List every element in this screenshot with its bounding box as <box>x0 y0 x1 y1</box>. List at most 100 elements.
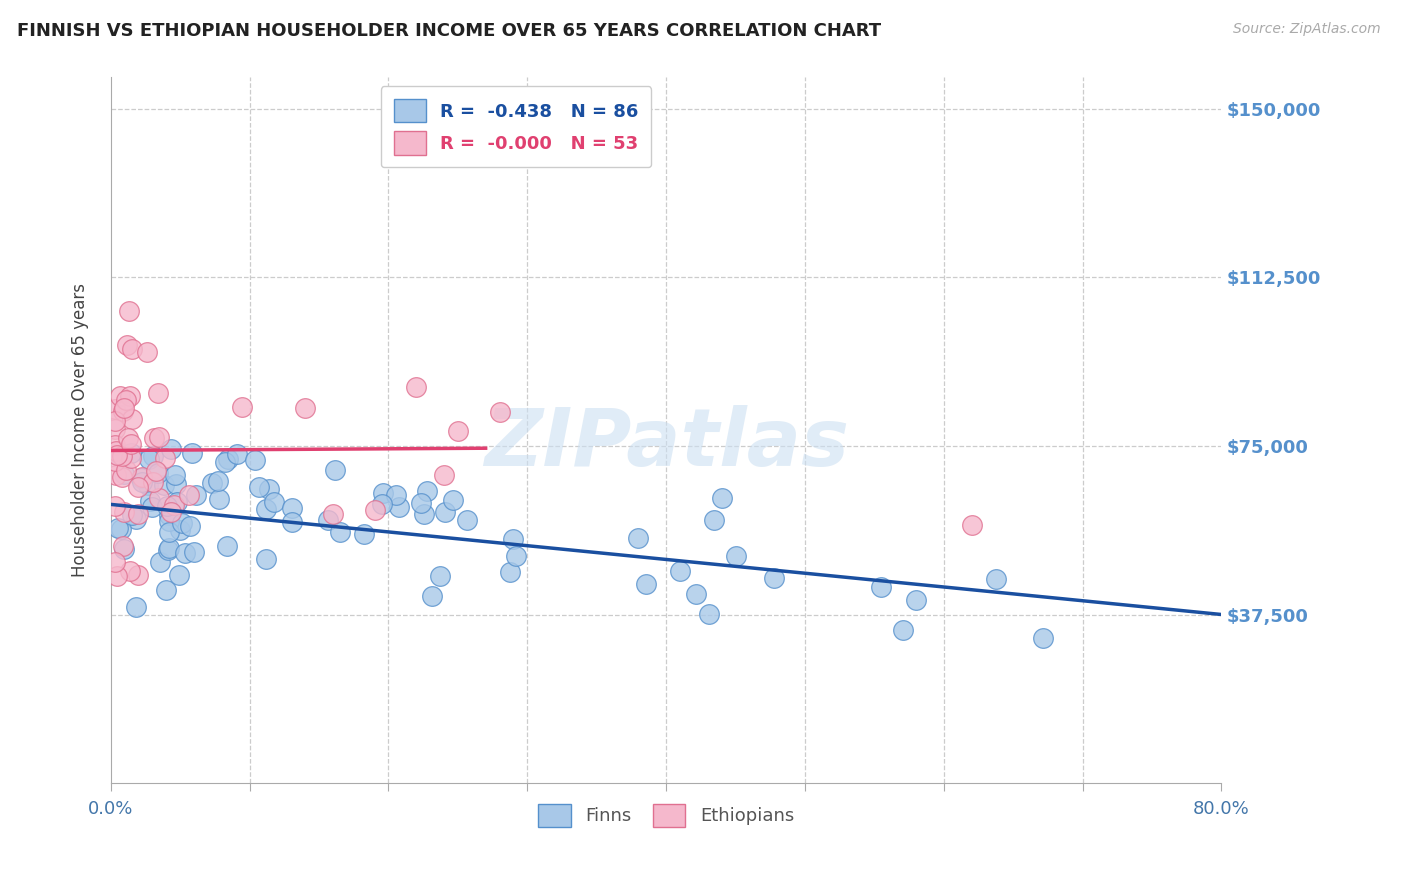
Point <box>281 500 304 515</box>
Point <box>160 442 183 457</box>
Point <box>891 624 914 638</box>
Point <box>153 450 176 465</box>
Point <box>413 508 436 522</box>
Point <box>141 500 163 515</box>
Point <box>245 453 267 467</box>
Point <box>711 491 734 505</box>
Point <box>125 599 148 614</box>
Point <box>156 500 179 514</box>
Point <box>104 414 127 428</box>
Point <box>118 565 141 579</box>
Legend: Finns, Ethiopians: Finns, Ethiopians <box>531 797 801 834</box>
Point <box>157 514 180 528</box>
Point <box>163 468 186 483</box>
Point <box>125 512 148 526</box>
Point <box>111 470 134 484</box>
Point <box>135 344 157 359</box>
Point <box>108 449 131 463</box>
Point <box>294 401 316 416</box>
Point <box>104 454 127 468</box>
Point <box>145 464 167 478</box>
Point <box>110 389 132 403</box>
Point <box>127 480 149 494</box>
Point <box>1032 631 1054 645</box>
Point <box>163 499 186 513</box>
Point <box>110 522 132 536</box>
Point <box>172 516 194 530</box>
Point <box>371 497 394 511</box>
Point <box>181 446 204 460</box>
Point <box>433 468 456 483</box>
Point <box>138 452 160 467</box>
Point <box>316 513 339 527</box>
Point <box>405 380 427 394</box>
Point <box>104 499 127 513</box>
Point <box>105 444 128 458</box>
Point <box>148 430 170 444</box>
Point <box>217 452 239 467</box>
Point <box>231 400 253 414</box>
Point <box>488 405 510 419</box>
Point <box>505 549 527 564</box>
Point <box>142 475 165 489</box>
Point <box>363 503 385 517</box>
Point <box>148 385 170 400</box>
Point <box>905 592 928 607</box>
Point <box>166 495 188 509</box>
Point <box>447 424 470 438</box>
Text: ZIPatlas: ZIPatlas <box>484 405 849 483</box>
Point <box>159 524 181 539</box>
Point <box>207 474 229 488</box>
Point <box>121 508 143 522</box>
Point <box>153 478 176 492</box>
Point <box>685 587 707 601</box>
Point <box>117 431 139 445</box>
Point <box>960 517 983 532</box>
Point <box>104 422 127 436</box>
Point <box>259 482 281 496</box>
Point <box>254 501 277 516</box>
Point <box>177 488 200 502</box>
Point <box>385 488 408 502</box>
Point <box>129 471 152 485</box>
Point <box>179 519 201 533</box>
Point <box>214 455 236 469</box>
Point <box>155 582 177 597</box>
Point <box>322 507 344 521</box>
Point <box>411 496 433 510</box>
Point <box>157 542 180 557</box>
Point <box>201 476 224 491</box>
Point <box>107 521 129 535</box>
Point <box>136 477 159 491</box>
Point <box>112 401 135 415</box>
Point <box>120 389 142 403</box>
Point <box>157 508 180 523</box>
Point <box>121 343 143 357</box>
Point <box>120 437 142 451</box>
Point <box>634 577 657 591</box>
Point <box>215 539 238 553</box>
Point <box>703 513 725 527</box>
Point <box>143 432 166 446</box>
Point <box>112 467 135 481</box>
Point <box>627 531 650 545</box>
Point <box>353 527 375 541</box>
Point <box>114 505 136 519</box>
Point <box>699 607 721 621</box>
Point <box>429 569 451 583</box>
Point <box>127 568 149 582</box>
Point <box>184 487 207 501</box>
Y-axis label: Householder Income Over 65 years: Householder Income Over 65 years <box>72 284 89 577</box>
Point <box>117 304 139 318</box>
Point <box>120 446 142 460</box>
Point <box>870 580 893 594</box>
Point <box>142 450 165 464</box>
Point <box>139 494 162 508</box>
Point <box>329 525 352 540</box>
Point <box>104 401 127 416</box>
Point <box>456 513 478 527</box>
Point <box>131 470 153 484</box>
Point <box>112 541 135 556</box>
Point <box>104 468 127 483</box>
Point <box>208 491 231 506</box>
